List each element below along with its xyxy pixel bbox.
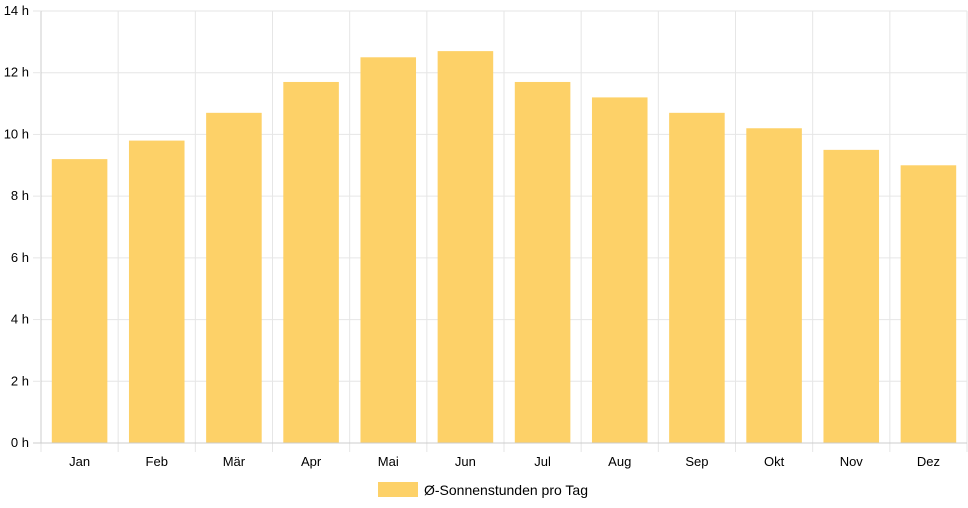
bar-jan	[51, 159, 108, 443]
y-tick-label: 10 h	[4, 126, 29, 141]
bar-jun	[437, 51, 494, 443]
bar-jul	[514, 81, 571, 443]
grid-lines	[40, 10, 968, 452]
bar-mai	[360, 57, 417, 444]
x-tick-label: Jan	[69, 454, 90, 469]
x-tick-label: Aug	[608, 454, 631, 469]
bar-nov	[823, 149, 880, 443]
y-tick-label: 14 h	[4, 3, 29, 18]
y-axis: 0 h 2 h 4 h 6 h 8 h 10 h 12 h 14 h	[4, 3, 42, 450]
bars	[51, 51, 957, 444]
bar-okt	[746, 128, 802, 443]
x-axis: Jan Feb Mär Apr Mai Jun Jul Aug Sep Okt Nov Dez	[33, 442, 967, 469]
bar-apr	[283, 81, 339, 443]
y-tick-label: 2 h	[11, 373, 29, 388]
bar-dez	[900, 165, 957, 444]
x-tick-label: Jul	[534, 454, 551, 469]
legend-swatch	[378, 482, 418, 497]
y-tick-label: 6 h	[11, 250, 29, 265]
x-tick-label: Mai	[378, 454, 399, 469]
bar-mär	[206, 112, 262, 443]
bar-sep	[669, 112, 725, 443]
bar-aug	[591, 97, 648, 444]
x-tick-label: Nov	[840, 454, 864, 469]
legend: Ø-Sonnenstunden pro Tag	[378, 482, 588, 498]
x-tick-label: Dez	[917, 454, 940, 469]
y-tick-label: 8 h	[11, 188, 29, 203]
x-tick-label: Jun	[455, 454, 476, 469]
x-tick-label: Mär	[223, 454, 246, 469]
bar-feb	[128, 140, 185, 443]
legend-label: Ø-Sonnenstunden pro Tag	[424, 482, 588, 498]
x-tick-label: Feb	[146, 454, 168, 469]
x-tick-label: Okt	[764, 454, 785, 469]
y-tick-label: 4 h	[11, 312, 29, 327]
y-tick-label: 12 h	[4, 65, 29, 80]
x-tick-label: Sep	[685, 454, 708, 469]
x-tick-label: Apr	[301, 454, 322, 469]
y-tick-label: 0 h	[11, 435, 29, 450]
